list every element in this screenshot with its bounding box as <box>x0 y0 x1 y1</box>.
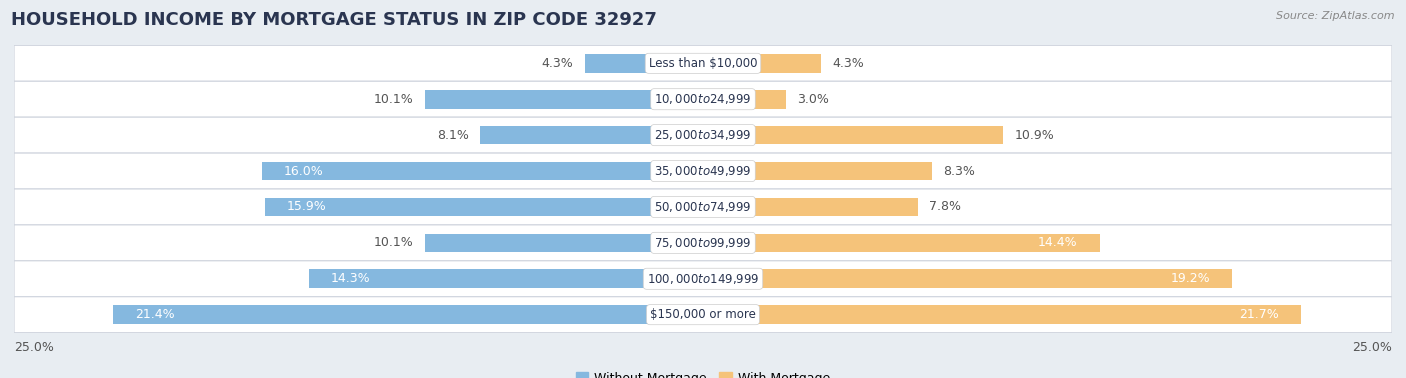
Bar <box>703 162 932 180</box>
Bar <box>585 54 703 73</box>
Bar <box>309 270 703 288</box>
Text: 10.9%: 10.9% <box>1014 129 1054 142</box>
Text: $10,000 to $24,999: $10,000 to $24,999 <box>654 92 752 106</box>
Text: 25.0%: 25.0% <box>14 341 53 353</box>
Legend: Without Mortgage, With Mortgage: Without Mortgage, With Mortgage <box>571 367 835 378</box>
Bar <box>703 126 1004 144</box>
FancyBboxPatch shape <box>14 45 1392 81</box>
Bar <box>262 162 703 180</box>
Text: 14.4%: 14.4% <box>1038 236 1078 249</box>
Bar <box>425 234 703 252</box>
Text: 4.3%: 4.3% <box>832 57 865 70</box>
FancyBboxPatch shape <box>14 297 1392 333</box>
Bar <box>703 198 918 216</box>
Bar <box>264 198 703 216</box>
Text: 8.3%: 8.3% <box>943 164 974 178</box>
Text: 14.3%: 14.3% <box>330 272 371 285</box>
Bar <box>114 305 703 324</box>
Text: 21.4%: 21.4% <box>135 308 174 321</box>
Text: 3.0%: 3.0% <box>797 93 828 106</box>
Bar <box>425 90 703 108</box>
Text: 10.1%: 10.1% <box>374 236 413 249</box>
Text: 21.7%: 21.7% <box>1239 308 1279 321</box>
FancyBboxPatch shape <box>14 81 1392 117</box>
Text: 19.2%: 19.2% <box>1170 272 1211 285</box>
Text: $150,000 or more: $150,000 or more <box>650 308 756 321</box>
FancyBboxPatch shape <box>14 189 1392 225</box>
Text: HOUSEHOLD INCOME BY MORTGAGE STATUS IN ZIP CODE 32927: HOUSEHOLD INCOME BY MORTGAGE STATUS IN Z… <box>11 11 657 29</box>
FancyBboxPatch shape <box>14 117 1392 153</box>
Bar <box>703 270 1232 288</box>
Text: $25,000 to $34,999: $25,000 to $34,999 <box>654 128 752 142</box>
Bar <box>703 54 821 73</box>
FancyBboxPatch shape <box>14 225 1392 261</box>
Text: 16.0%: 16.0% <box>284 164 323 178</box>
Text: 8.1%: 8.1% <box>437 129 468 142</box>
Text: Less than $10,000: Less than $10,000 <box>648 57 758 70</box>
Bar <box>479 126 703 144</box>
Text: 15.9%: 15.9% <box>287 200 326 214</box>
FancyBboxPatch shape <box>14 261 1392 297</box>
Text: Source: ZipAtlas.com: Source: ZipAtlas.com <box>1277 11 1395 21</box>
Text: $50,000 to $74,999: $50,000 to $74,999 <box>654 200 752 214</box>
Text: $75,000 to $99,999: $75,000 to $99,999 <box>654 236 752 250</box>
Bar <box>703 305 1301 324</box>
Text: 7.8%: 7.8% <box>929 200 960 214</box>
Bar <box>703 90 786 108</box>
FancyBboxPatch shape <box>14 153 1392 189</box>
Text: 4.3%: 4.3% <box>541 57 574 70</box>
Text: 25.0%: 25.0% <box>1353 341 1392 353</box>
Text: $100,000 to $149,999: $100,000 to $149,999 <box>647 272 759 286</box>
Bar <box>703 234 1099 252</box>
Text: 10.1%: 10.1% <box>374 93 413 106</box>
Text: $35,000 to $49,999: $35,000 to $49,999 <box>654 164 752 178</box>
